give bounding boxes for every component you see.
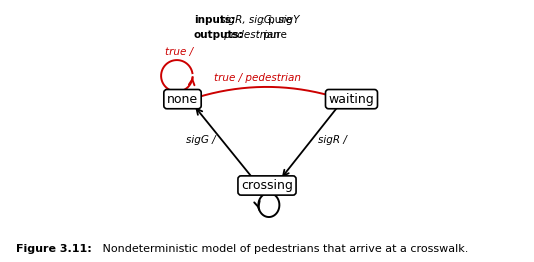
Text: none: none bbox=[167, 93, 198, 106]
Text: inputs:: inputs: bbox=[194, 15, 235, 25]
Text: pedestrian: pedestrian bbox=[221, 30, 280, 40]
Text: Figure 3.11:: Figure 3.11: bbox=[16, 244, 92, 254]
Text: : pure: : pure bbox=[253, 30, 287, 40]
Text: sigR, sigG, sigY: sigR, sigG, sigY bbox=[217, 15, 300, 25]
Text: true /: true / bbox=[164, 47, 193, 57]
Text: sigR /: sigR / bbox=[318, 135, 347, 145]
Text: crossing: crossing bbox=[241, 179, 293, 192]
Text: waiting: waiting bbox=[328, 93, 374, 106]
Text: Nondeterministic model of pedestrians that arrive at a crosswalk.: Nondeterministic model of pedestrians th… bbox=[99, 244, 468, 254]
Text: : pure: : pure bbox=[258, 15, 292, 25]
Text: true / pedestrian: true / pedestrian bbox=[214, 73, 301, 83]
Text: outputs:: outputs: bbox=[194, 30, 244, 40]
Text: sigG /: sigG / bbox=[186, 135, 215, 145]
